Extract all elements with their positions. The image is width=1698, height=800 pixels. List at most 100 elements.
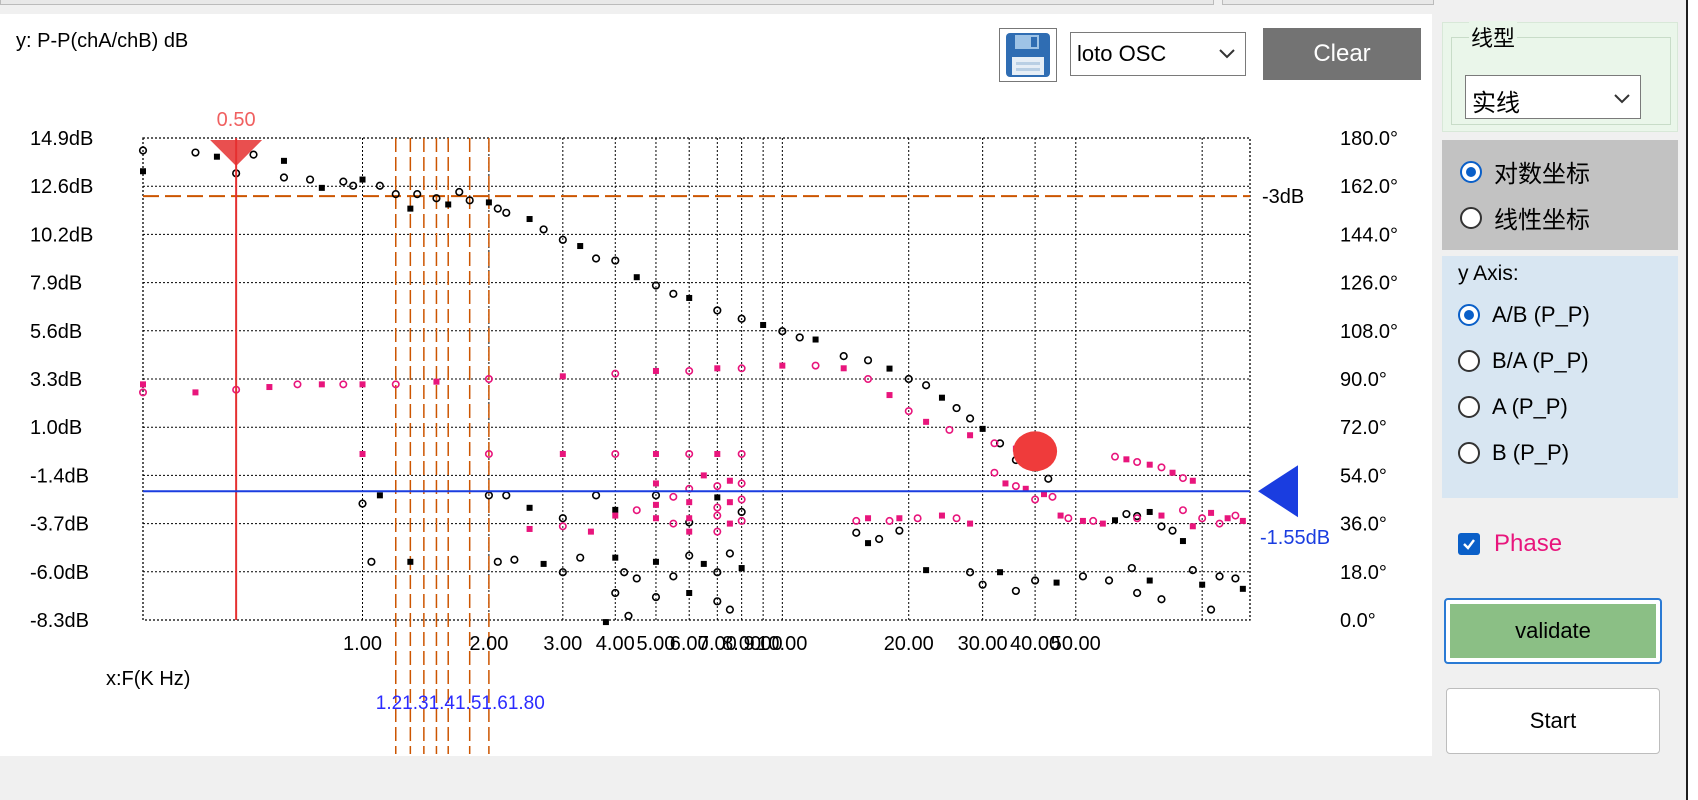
line-type-title: 线型 <box>1469 21 1518 53</box>
magnitude-point <box>558 568 567 577</box>
radio-a[interactable]: A (P_P) <box>1458 394 1568 420</box>
phase-point <box>1158 512 1165 519</box>
magnitude-point <box>965 414 975 423</box>
x-tick-label: 2.00 <box>469 633 508 655</box>
phase-point <box>952 514 961 523</box>
magnitude-point <box>510 555 519 564</box>
phase-point <box>1048 492 1057 501</box>
magnitude-point <box>140 168 146 175</box>
clear-button[interactable]: Clear <box>1263 28 1421 80</box>
phase-point <box>1011 482 1020 491</box>
magnitude-point <box>713 568 722 577</box>
phase-point <box>632 506 641 515</box>
validate-button[interactable]: validate <box>1444 598 1662 664</box>
magnitude-point <box>1044 474 1053 483</box>
magnitude-point <box>1206 605 1216 614</box>
phase-point <box>686 515 693 522</box>
y-tick-label: 5.6dB <box>30 321 82 343</box>
magnitude-point <box>1078 572 1088 581</box>
phase-point <box>1089 516 1098 525</box>
chevron-down-icon <box>1219 49 1235 59</box>
magnitude-point <box>445 201 452 208</box>
y-tick-label: 1.0dB <box>30 417 82 439</box>
save-button[interactable] <box>999 28 1057 82</box>
magnitude-point <box>685 551 694 560</box>
radio-log-scale[interactable]: 对数坐标 <box>1460 154 1590 189</box>
y-tick-label: 12.6dB <box>30 176 93 198</box>
top-field-right <box>1222 0 1434 5</box>
phase-point <box>1224 515 1231 522</box>
phase-point <box>840 365 847 372</box>
phase-point <box>945 425 954 434</box>
magnitude-point <box>852 528 861 537</box>
magnitude-point <box>391 189 400 199</box>
radio-b-over-a[interactable]: B/A (P_P) <box>1458 348 1589 374</box>
radio-button-icon <box>1458 350 1480 372</box>
magnitude-point <box>591 254 601 263</box>
line-type-select[interactable]: 实线 <box>1465 75 1641 119</box>
cluster-label: 1.21.31.41.51.61.80 <box>376 693 545 714</box>
radio-b[interactable]: B (P_P) <box>1458 440 1569 466</box>
y-tick-label: 3.3dB <box>30 369 82 391</box>
x-tick-label: 6.00 <box>670 633 709 655</box>
phase-point <box>652 450 659 457</box>
magnitude-point <box>1011 586 1020 596</box>
chevron-down-icon <box>1614 94 1630 104</box>
magnitude-point <box>376 492 383 499</box>
magnitude-point <box>725 605 734 614</box>
x-tick-label: 50.00 <box>1051 633 1101 655</box>
phase-point <box>559 373 566 380</box>
phase-point <box>192 389 199 396</box>
y-axis-group-title: y Axis: <box>1458 262 1519 285</box>
oscilloscope-select[interactable]: loto OSC <box>1070 32 1246 76</box>
magnitude-point <box>279 173 289 182</box>
magnitude-point <box>865 540 872 547</box>
phase-point <box>1022 485 1029 492</box>
magnitude-point <box>465 196 474 205</box>
magnitude-point <box>191 148 200 157</box>
level-cursor-handle-icon <box>1258 465 1298 518</box>
magnitude-point <box>669 289 678 298</box>
phase-point <box>1198 514 1207 523</box>
magnitude-point <box>1122 509 1131 519</box>
phase-label: Phase <box>1494 530 1563 557</box>
phase-checkbox[interactable]: Phase <box>1458 530 1562 558</box>
magnitude-point <box>1112 517 1119 524</box>
phase-point <box>1208 509 1215 516</box>
start-button[interactable]: Start <box>1446 688 1660 754</box>
magnitude-point <box>493 557 502 566</box>
magnitude-point <box>493 204 502 213</box>
phase-point <box>990 439 999 448</box>
phase-point <box>266 384 273 391</box>
radio-linear-scale[interactable]: 线性坐标 <box>1460 200 1590 235</box>
magnitude-point <box>886 365 893 372</box>
y2-tick-label: 54.0° <box>1340 465 1387 487</box>
magnitude-point <box>965 568 975 577</box>
x-tick-label: 4.00 <box>596 633 635 655</box>
magnitude-point <box>1127 563 1136 573</box>
y2-tick-label: 36.0° <box>1340 514 1387 536</box>
magnitude-point <box>591 491 601 500</box>
magnitude-point <box>1179 538 1186 545</box>
phase-point <box>726 499 733 506</box>
phase-point <box>737 449 746 458</box>
x-tick-label: 30.00 <box>958 633 1008 655</box>
magnitude-point <box>349 181 358 190</box>
magnitude-point <box>978 580 987 589</box>
phase-point <box>1111 452 1120 461</box>
phase-point <box>967 520 974 527</box>
x-axis-title: x:F(K Hz) <box>106 668 191 690</box>
magnitude-point <box>576 553 585 562</box>
bode-plot: -3dB 1.21.31.41.51.61.80 0.50 -1.55dB 14.… <box>30 109 1398 754</box>
y-axis-group: y Axis: A/B (P_P) B/A (P_P) A (P_P) B (P… <box>1442 256 1678 498</box>
phase-point <box>669 492 678 501</box>
phase-point <box>896 515 903 522</box>
magnitude-point <box>952 403 961 413</box>
y2-tick-label: 126.0° <box>1340 273 1398 295</box>
phase-point <box>923 418 930 425</box>
y-tick-label: -3.7dB <box>30 514 89 536</box>
radio-a-over-b[interactable]: A/B (P_P) <box>1458 302 1590 328</box>
radio-button-icon <box>1460 160 1482 183</box>
phase-point <box>669 519 678 528</box>
x-tick-label: 1.00 <box>343 633 382 655</box>
